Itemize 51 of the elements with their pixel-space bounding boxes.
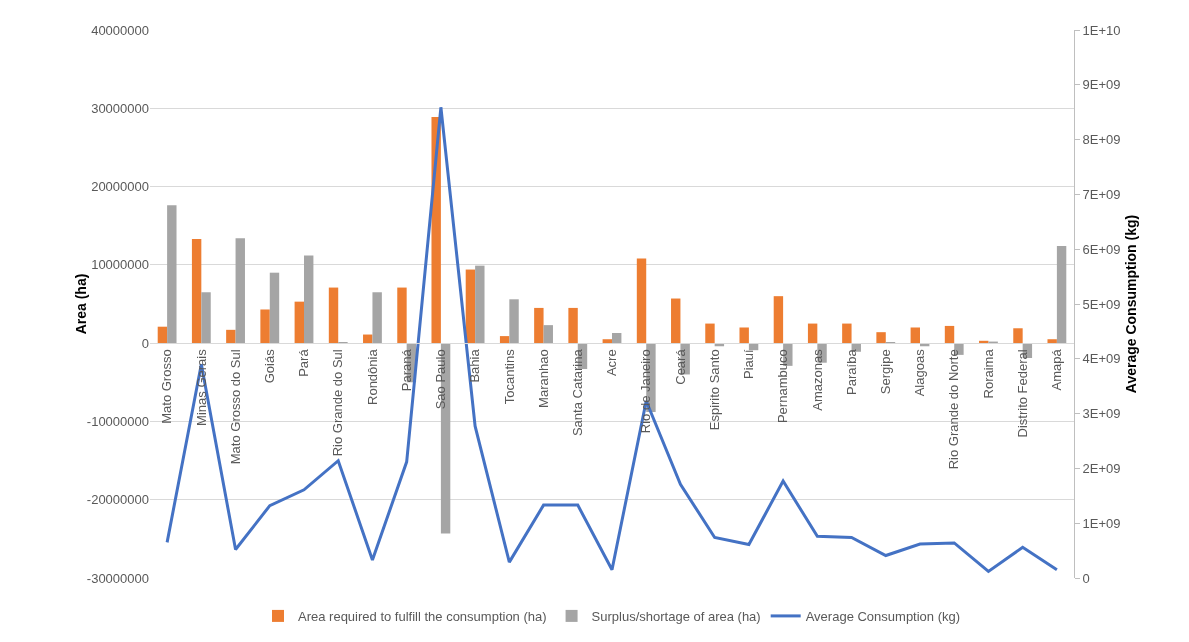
y2-tick-label: 1E+09	[1082, 515, 1121, 531]
x-tick-label: Rio Grande do Norte	[946, 349, 962, 470]
y-tick-label: -20000000	[86, 492, 149, 508]
y2-tick-label: 1E+10	[1082, 22, 1121, 38]
y-tick-label: 40000000	[91, 22, 149, 38]
y2-tick-label: 7E+09	[1082, 186, 1121, 202]
x-tick-label: Paraná	[398, 348, 414, 392]
y-tick-label: -10000000	[86, 413, 149, 429]
x-tick-label: Mato Grosso	[159, 349, 175, 424]
y-tick-label: 10000000	[91, 257, 149, 273]
y2-tick-label: 2E+09	[1082, 460, 1121, 476]
y2-axis-title: Average Consumption (kg)	[1122, 214, 1139, 394]
x-tick-label: Ceará	[672, 348, 688, 385]
x-tick-label: Rio Grande do Sul	[330, 349, 346, 457]
y2-tick-label: 0	[1082, 570, 1090, 586]
x-tick-label: Pernambuco	[775, 349, 791, 424]
x-tick-label: Acre	[604, 349, 620, 377]
y-tick-label: 20000000	[91, 179, 149, 195]
y2-tick-label: 9E+09	[1082, 77, 1121, 93]
x-tick-label: Espirito Santo	[706, 349, 722, 431]
x-tick-label: Goiás	[262, 348, 278, 384]
y2-tick-label: 8E+09	[1082, 132, 1121, 148]
x-tick-label: Amapá	[1049, 348, 1065, 391]
x-tick-label: Santa Catarina	[570, 348, 586, 437]
x-tick-label: Tocantins	[501, 348, 517, 405]
y-tick-label: 0	[141, 335, 149, 351]
legend-label: Average Consumption (kg)	[805, 608, 961, 624]
legend-label: Surplus/shortage of area (ha)	[591, 608, 761, 624]
y-tick-label: 30000000	[91, 100, 149, 116]
x-tick-label: Alagoas	[912, 348, 928, 397]
y2-tick-label: 3E+09	[1082, 406, 1121, 422]
x-tick-label: Sergipe	[878, 349, 894, 395]
x-tick-label: Amazonas	[809, 348, 825, 411]
legend-label: Area required to fulfill the consumption (ha)	[298, 608, 547, 624]
x-tick-label: Distrito Federal	[1014, 349, 1030, 438]
y2-tick-label: 4E+09	[1082, 351, 1121, 367]
x-tick-label: Rio de Janeiro	[638, 349, 654, 434]
y-axis-title: Area (ha)	[73, 273, 90, 335]
y2-tick-label: 5E+09	[1082, 296, 1121, 312]
y2-tick-label: 6E+09	[1082, 241, 1121, 257]
x-tick-label: Roraima	[980, 348, 996, 399]
x-tick-label: Pará	[296, 348, 312, 377]
x-tick-label: Bahia	[467, 348, 483, 383]
x-tick-label: Maranhao	[535, 349, 551, 408]
x-tick-label: Minas Gerais	[193, 348, 209, 426]
x-tick-label: Mato Grosso do Sul	[227, 349, 243, 465]
x-tick-label: Sao Paulo	[433, 349, 449, 410]
y-tick-label: -30000000	[86, 570, 149, 586]
x-tick-label: Paraíba	[843, 348, 859, 395]
x-tick-label: Rondônia	[364, 348, 380, 405]
x-tick-label: Piauí	[741, 348, 757, 379]
